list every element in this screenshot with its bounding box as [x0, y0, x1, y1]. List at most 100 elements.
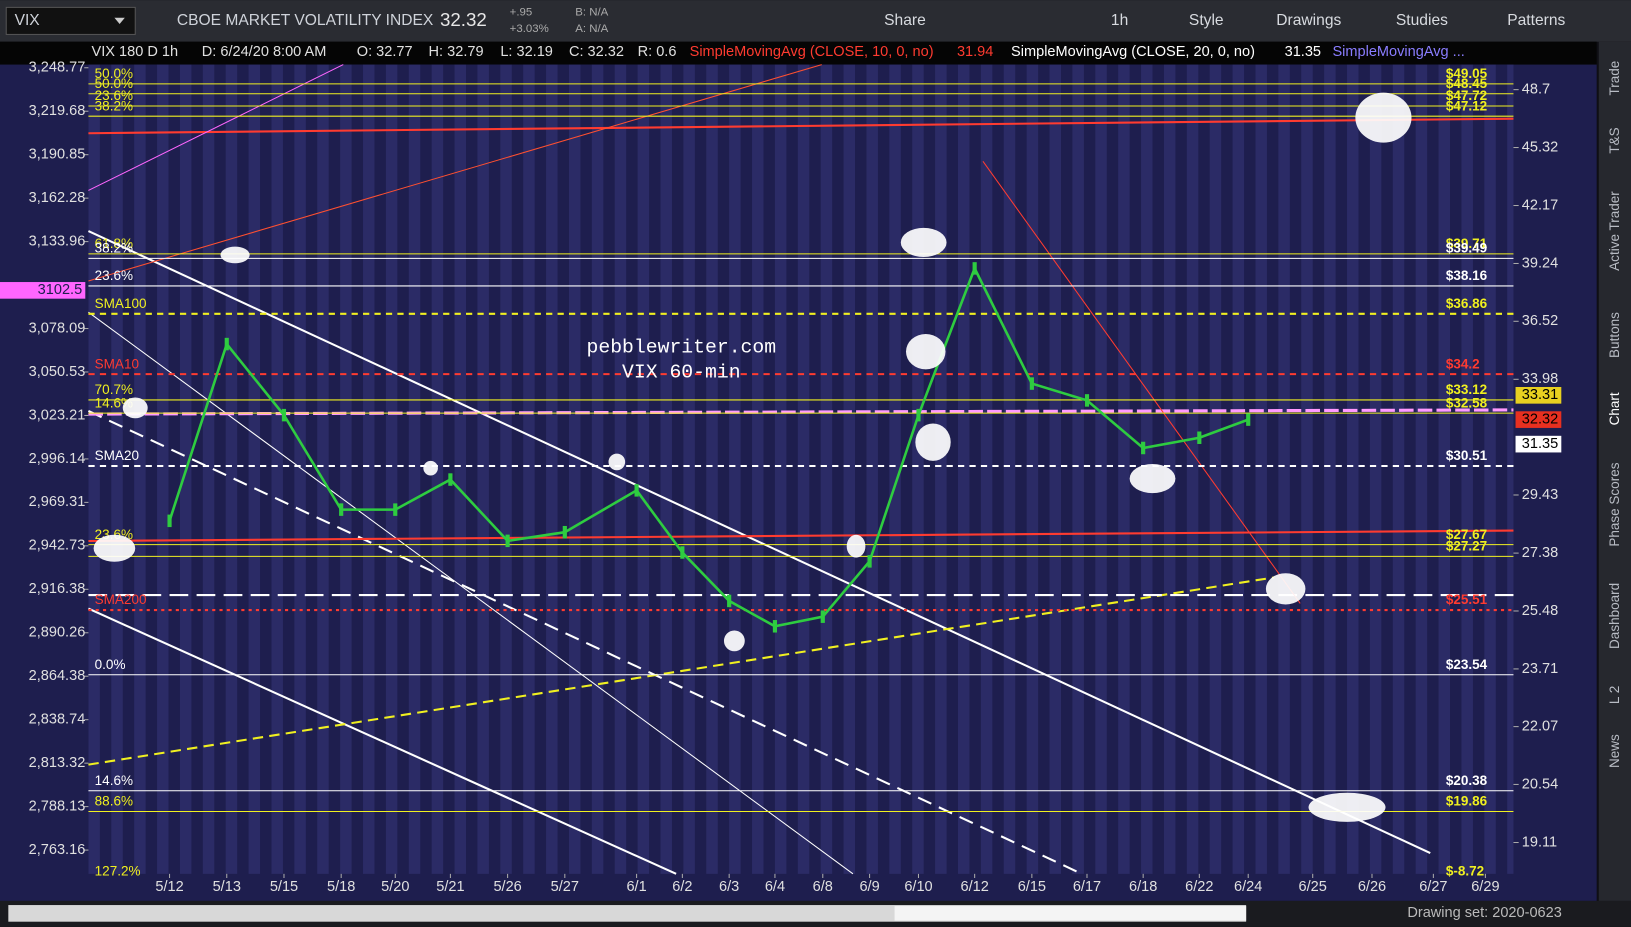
level-value-label: $19.86 [1446, 794, 1488, 809]
price-marker [1515, 435, 1562, 453]
level-value-label: $23.54 [1446, 657, 1488, 672]
y2-tick-label: 2,890.26 [29, 625, 86, 641]
level-value-label: $49.05 [1446, 66, 1488, 81]
level-label: 88.6% [95, 794, 133, 809]
highlight [1355, 92, 1412, 143]
level-value-label: $39.71 [1446, 236, 1488, 251]
y2-tick-label: 2,763.16 [29, 842, 86, 858]
level-label: 50.0% [95, 66, 133, 81]
toolbar-button[interactable]: 1h [1111, 12, 1128, 29]
x-tick-label: 6/15 [1018, 879, 1046, 895]
x-tick-label: 5/18 [327, 879, 355, 895]
side-tab[interactable]: News [1607, 734, 1622, 768]
candle [167, 514, 172, 528]
price-marker-label: 31.35 [1522, 436, 1558, 452]
highlight [905, 333, 946, 370]
level-label: 38.2% [95, 98, 133, 113]
dropdown-arrow [114, 17, 125, 25]
highlight [122, 397, 148, 419]
study-value: 31.35 [1285, 44, 1321, 60]
x-tick-label: 6/9 [859, 879, 879, 895]
toolbar-button[interactable]: Share [884, 12, 926, 29]
header-item: C: 32.32 [569, 44, 624, 60]
candle [505, 534, 510, 548]
candle [916, 408, 921, 422]
side-panel [1598, 41, 1631, 901]
y2-tick-label: 2,969.31 [29, 494, 86, 510]
x-tick-label: 6/2 [672, 879, 692, 895]
y2-tick-label: 3,248.77 [29, 60, 86, 76]
toolbar-button[interactable]: Drawings [1276, 12, 1341, 29]
x-tick-label: 6/24 [1234, 879, 1262, 895]
highlight [608, 453, 626, 471]
level-label: SMA10 [95, 356, 139, 371]
x-tick-label: 5/13 [213, 879, 241, 895]
level-value-label: $20.38 [1446, 773, 1488, 788]
ask: A: N/A [575, 23, 608, 35]
price-marker-label: 3102.5 [38, 282, 83, 298]
candle [339, 503, 344, 516]
level-value-label: $34.2 [1446, 356, 1480, 371]
side-tab[interactable]: Active Trader [1607, 191, 1622, 271]
candle [634, 484, 639, 497]
candle [1197, 431, 1202, 444]
x-tick-label: 6/10 [904, 879, 932, 895]
side-tab[interactable]: Chart [1607, 392, 1622, 425]
x-tick-label: 6/29 [1471, 879, 1499, 895]
y-tick-label: 48.7 [1522, 81, 1550, 97]
price-marker [0, 282, 86, 299]
candle [224, 337, 229, 351]
symbol-box[interactable] [5, 6, 136, 35]
header-item: D: 6/24/20 8:00 AM [202, 44, 327, 60]
side-tab[interactable]: Phase Scores [1607, 462, 1622, 546]
x-tick-label: 6/27 [1419, 879, 1447, 895]
highlight [846, 534, 866, 558]
level-label: 61.8% [95, 236, 133, 251]
candle [820, 610, 825, 623]
level-label: SMA20 [95, 448, 139, 463]
study-label: SimpleMovingAvg (CLOSE, 10, 0, no) [690, 44, 934, 60]
price-marker [1515, 387, 1562, 404]
trend-line [88, 576, 1275, 766]
level-value-label: $47.12 [1446, 98, 1487, 113]
level-label: 127.2% [95, 863, 141, 878]
level-value-label: $27.67 [1446, 527, 1487, 542]
candle [867, 555, 872, 568]
level-value-label: $30.51 [1446, 448, 1488, 463]
level-label: SMA200 [95, 592, 147, 607]
level-value-label: $32.58 [1446, 395, 1488, 410]
side-tab[interactable]: L 2 [1607, 686, 1622, 704]
side-tab[interactable]: Buttons [1607, 312, 1622, 358]
x-tick-label: 5/21 [436, 879, 464, 895]
highlight [423, 460, 438, 476]
side-tab[interactable]: Trade [1607, 61, 1622, 96]
toolbar-button[interactable]: Studies [1396, 12, 1448, 29]
y-tick-label: 19.11 [1522, 834, 1557, 850]
candle [972, 262, 977, 275]
toolbar [0, 0, 1631, 42]
level-value-label: $47.72 [1446, 88, 1487, 103]
scroll-thumb[interactable] [894, 906, 1247, 921]
toolbar-button[interactable]: Patterns [1507, 12, 1565, 29]
highlight [220, 246, 250, 264]
level-label: 0.0% [95, 657, 126, 672]
x-tick-label: 6/12 [960, 879, 988, 895]
side-tab[interactable]: T&S [1607, 127, 1622, 153]
y2-tick-label: 2,788.13 [29, 798, 86, 814]
header-item: L: 32.19 [500, 44, 553, 60]
trend-line [88, 529, 1514, 543]
y2-tick-label: 3,023.21 [29, 407, 86, 423]
candle [393, 503, 398, 516]
side-tab[interactable]: Dashboard [1607, 583, 1622, 649]
session-stripes [88, 64, 1514, 874]
trend-line [982, 161, 1301, 604]
trend-line [88, 311, 854, 875]
toolbar-button[interactable]: Style [1189, 12, 1224, 29]
level-value-label: $36.86 [1446, 296, 1488, 311]
y-tick-label: 20.54 [1522, 776, 1558, 792]
candle [680, 546, 685, 559]
description: CBOE MARKET VOLATILITY INDEX [177, 12, 434, 29]
candle [1246, 413, 1251, 426]
y-tick-label: 29.43 [1522, 487, 1558, 503]
y-tick-label: 27.38 [1522, 545, 1558, 561]
